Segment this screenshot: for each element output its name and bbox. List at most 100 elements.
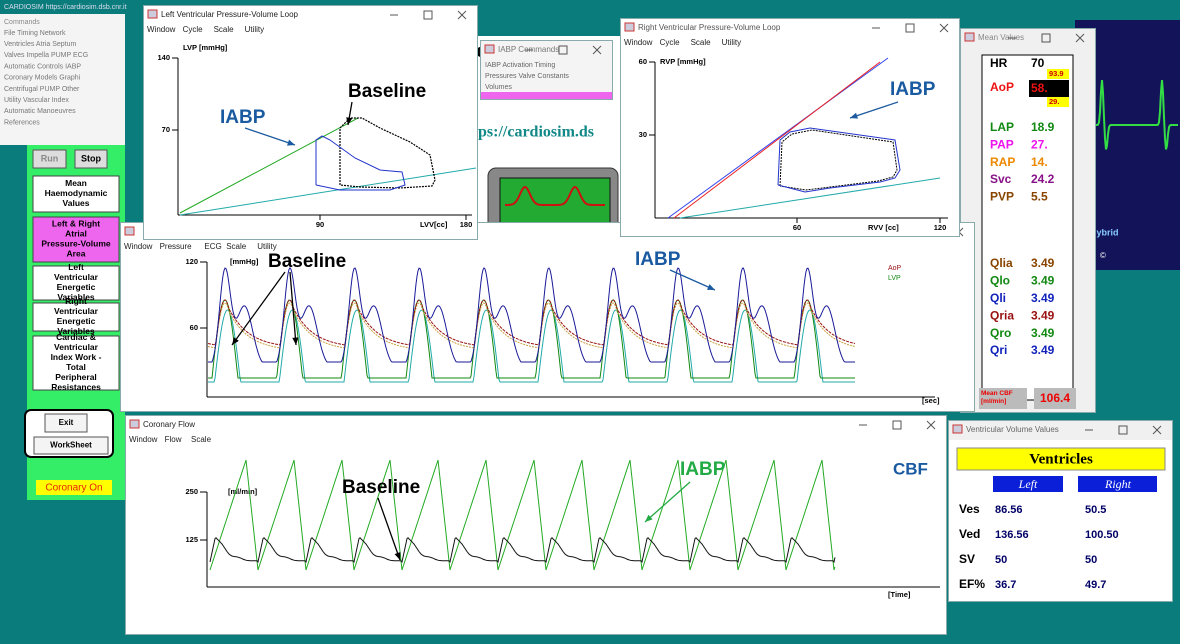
- annotation-iabp: IABP: [680, 459, 726, 480]
- maximize-button[interactable]: [905, 23, 915, 33]
- menu-item[interactable]: Utility: [245, 25, 265, 34]
- worksheet-button[interactable]: [33, 436, 109, 455]
- close-button[interactable]: [1152, 425, 1162, 435]
- menu-item[interactable]: Window: [129, 435, 158, 444]
- menu-item[interactable]: Flow: [165, 435, 182, 444]
- cbf-baseline-trace: [209, 536, 836, 564]
- run-button-label[interactable]: Run: [41, 153, 59, 163]
- window-canvas: Right Ventricular Pressure-Volume Loop Wi…: [624, 22, 949, 232]
- maximize-button[interactable]: [1041, 33, 1051, 43]
- side-text: al/Hybrid: [1080, 227, 1119, 237]
- flow-value: 3.49: [1031, 308, 1055, 322]
- stop-button-label[interactable]: Stop: [81, 153, 101, 163]
- menu-item[interactable]: Utility: [257, 242, 277, 251]
- nav-button-bg[interactable]: [32, 175, 120, 213]
- command-menu[interactable]: File Timing Network: [4, 30, 66, 37]
- maximize-button[interactable]: [558, 45, 568, 55]
- close-button[interactable]: [457, 10, 467, 20]
- aop-label: AoP: [990, 80, 1014, 94]
- pressure-value: 27.: [1031, 137, 1048, 151]
- maximize-button[interactable]: [423, 10, 433, 20]
- menu-item[interactable]: Window: [624, 38, 653, 47]
- window-title: Coronary Flow: [143, 420, 195, 429]
- column-header: Right: [1104, 477, 1132, 491]
- edpvr-line: [179, 167, 477, 216]
- nav-button-bg[interactable]: [32, 265, 120, 301]
- flow-label: Qria: [990, 308, 1014, 322]
- command-menu[interactable]: Centrifugal PUMP Other: [4, 86, 80, 93]
- menu-item[interactable]: Window: [147, 25, 176, 34]
- menu-item[interactable]: Window: [124, 242, 153, 251]
- menu-item[interactable]: Cycle: [183, 25, 204, 34]
- close-button[interactable]: [1075, 33, 1085, 43]
- pressure-value: 18.9: [1031, 120, 1055, 134]
- menu-item[interactable]: Scale: [691, 38, 712, 47]
- menu-item[interactable]: Cycle: [660, 38, 681, 47]
- nav-button-label[interactable]: Cardiac & Ventricular Index Work -Total Per…: [51, 332, 102, 392]
- stop-button[interactable]: [74, 149, 108, 169]
- nav-button[interactable]: Cardiac & Ventricular Index Work -Total Per…: [32, 332, 120, 392]
- flow-value: 3.49: [1031, 291, 1055, 305]
- iabp-command[interactable]: IABP Activation Timing: [485, 62, 555, 69]
- menu-item[interactable]: Scale: [226, 242, 247, 251]
- cell-value: 50: [995, 554, 1007, 566]
- espvr-baseline-line: [673, 61, 881, 219]
- command-menu[interactable]: References: [4, 119, 40, 126]
- nav-button[interactable]: Left Ventricular Energetic Variables: [32, 262, 120, 302]
- menu-item[interactable]: Pressure: [160, 242, 193, 251]
- maximize-button[interactable]: [892, 420, 902, 430]
- maximize-button[interactable]: [1118, 425, 1128, 435]
- menu-item[interactable]: Utility: [722, 38, 742, 47]
- command-menu[interactable]: Automatic Manoeuvres: [4, 108, 76, 115]
- arrow-head: [346, 117, 353, 125]
- nav-button-label[interactable]: Right Ventricular Energetic Variables: [54, 296, 99, 336]
- pink-strip: [481, 92, 612, 99]
- pressure-value: 14.: [1031, 155, 1048, 169]
- baseline-loop: [339, 117, 436, 189]
- iabp-command[interactable]: Pressures Valve Constants: [485, 73, 569, 80]
- x-label: LVV[cc]: [420, 220, 448, 229]
- command-menu[interactable]: Utility Vascular Index: [4, 97, 69, 104]
- close-button[interactable]: [939, 23, 949, 33]
- nav-button-label[interactable]: Left Ventricular Energetic Variables: [54, 262, 99, 302]
- iabp-command[interactable]: Volumes: [485, 84, 512, 91]
- nav-button-bg[interactable]: [32, 216, 120, 263]
- menu-item[interactable]: ECG: [204, 242, 221, 251]
- cell-value: 136.56: [995, 529, 1029, 541]
- worksheet-button-label[interactable]: WorkSheet: [50, 441, 92, 450]
- y-tick-label: 30: [639, 130, 647, 139]
- row-label: Ved: [959, 527, 980, 541]
- nav-button-label[interactable]: Mean Haemodynamic Values: [45, 178, 108, 208]
- hr-label: HR: [990, 56, 1008, 70]
- exit-button[interactable]: [44, 413, 88, 433]
- command-menu[interactable]: Automatic Controls IABP: [4, 63, 81, 70]
- nav-button[interactable]: Mean Haemodynamic Values: [32, 175, 120, 213]
- aop-baseline-dotted: [207, 302, 856, 349]
- window-title: Ventricular Volume Values: [966, 425, 1059, 434]
- nav-button-label[interactable]: Left & Right Atrial Pressure-Volume Area: [41, 219, 111, 259]
- nav-button-bg[interactable]: [32, 335, 120, 391]
- rv-loop-window: Right Ventricular Pressure-Volume Loop Wi…: [620, 18, 960, 237]
- close-button[interactable]: [592, 45, 602, 55]
- nav-button[interactable]: Right Ventricular Energetic Variables: [32, 296, 120, 336]
- y-label: LVP [mmHg]: [183, 43, 228, 52]
- x-unit: [sec]: [922, 396, 940, 405]
- menu-item[interactable]: Scale: [214, 25, 235, 34]
- command-menu[interactable]: Ventricles Atria Septum: [4, 41, 77, 48]
- y-tick-label: 60: [639, 57, 647, 66]
- flow-value: 3.49: [1031, 256, 1055, 270]
- cbf-iabp-trace: [209, 459, 836, 571]
- exit-button-label[interactable]: Exit: [59, 418, 74, 427]
- pressure-window: Window Pressure ECG Scale Utility 120 60 [mmHg]…: [120, 222, 975, 412]
- aop-max-bg: [1047, 69, 1069, 79]
- nav-button[interactable]: Left & Right Atrial Pressure-Volume Area: [32, 216, 120, 263]
- arrow: [669, 269, 716, 291]
- close-button[interactable]: [926, 420, 936, 430]
- y-label: RVP [mmHg]: [660, 57, 706, 66]
- menu-item[interactable]: Scale: [191, 435, 212, 444]
- run-button[interactable]: [32, 149, 67, 169]
- command-menu[interactable]: Coronary Models Graphi: [4, 75, 81, 82]
- nav-button-bg[interactable]: [32, 302, 120, 332]
- command-menu[interactable]: Valves Impella PUMP ECG: [4, 52, 88, 59]
